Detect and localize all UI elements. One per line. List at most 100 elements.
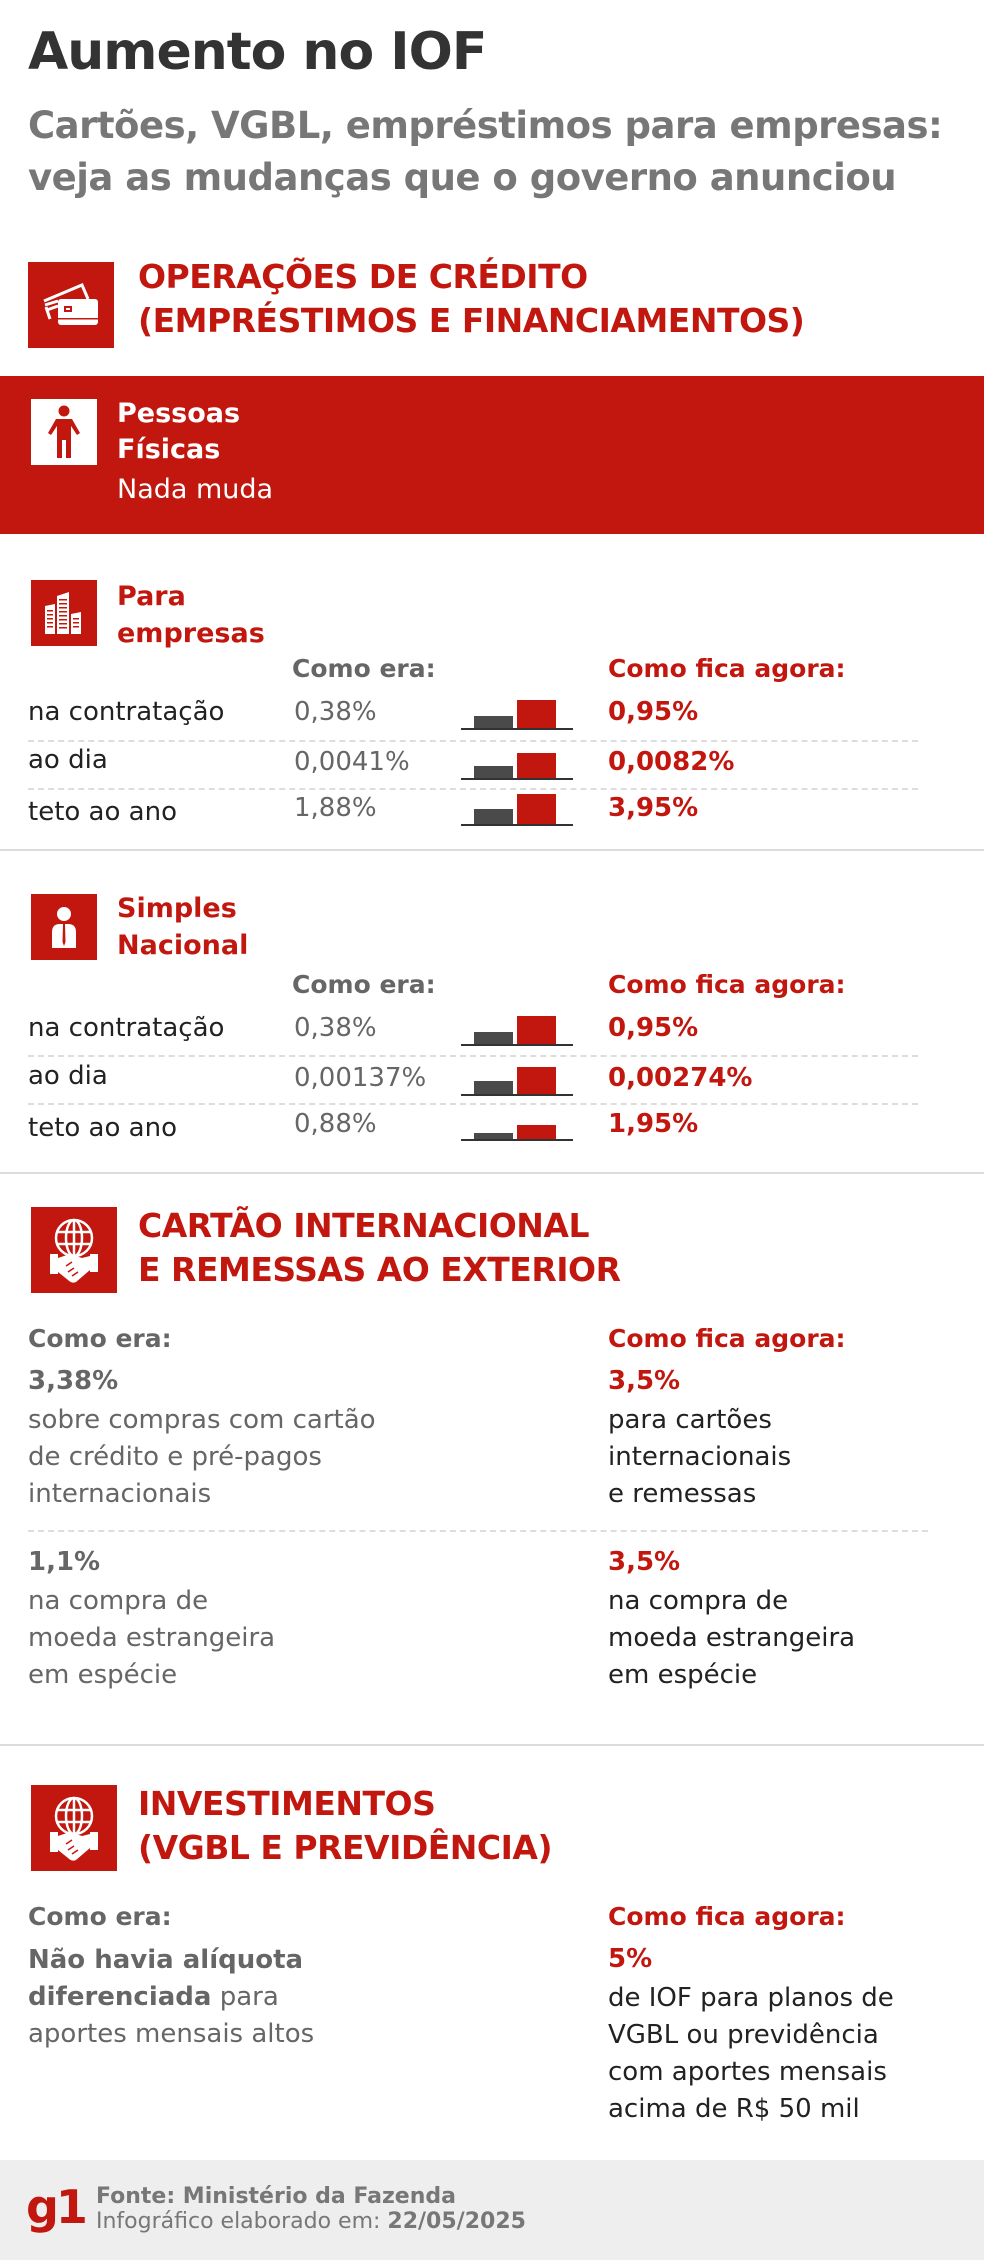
desc-line: em espécie <box>608 1660 758 1690</box>
bar-old <box>474 1133 513 1139</box>
g1-logo: g1 <box>26 2180 88 2234</box>
old-description: na compra de moeda estrangeira em espéci… <box>28 1583 548 1694</box>
empresas-col-new: Como fica agora: <box>608 654 846 683</box>
subtitle-line-2: veja as mudanças que o governo anunciou <box>28 156 897 199</box>
empresas-col-old: Como era: <box>292 654 436 683</box>
footer-made-label: Infográfico elaborado em: <box>96 2209 388 2234</box>
new-description: de IOF para planos de VGBL ou previdênci… <box>608 1980 978 2128</box>
new-value: 5% <box>608 1944 653 1974</box>
old-line-2: diferenciada para <box>28 1979 568 2016</box>
old-bold-text: diferenciada <box>28 1982 212 2012</box>
simples-title-line-2: Nacional <box>117 930 249 961</box>
table-row-new: 3,95% <box>608 793 699 823</box>
businessperson-icon <box>31 894 97 960</box>
table-row-old: 1,88% <box>294 793 377 823</box>
row-divider <box>28 740 918 742</box>
desc-line: moeda estrangeira <box>28 1623 276 1653</box>
old-description: sobre compras com cartão de crédito e pr… <box>28 1402 548 1513</box>
table-row-old: 0,38% <box>294 1013 377 1043</box>
page-subtitle: Cartões, VGBL, empréstimos para empresas… <box>28 100 978 204</box>
new-value: 3,5% <box>608 1547 681 1577</box>
card-item-1-old: 3,38% sobre compras com cartão de crédit… <box>28 1366 548 1513</box>
comparison-bars <box>461 1101 573 1141</box>
invest-col-old: Como era: <box>28 1902 172 1931</box>
simples-col-old: Como era: <box>292 970 436 999</box>
desc-line: moeda estrangeira <box>608 1623 856 1653</box>
bar-baseline <box>461 778 573 780</box>
globe-handshake-icon <box>31 1785 117 1871</box>
table-row-label: ao dia <box>28 1061 108 1091</box>
row-divider <box>28 1530 928 1532</box>
desc-line: VGBL ou previdência <box>608 2020 879 2050</box>
table-row-old: 0,88% <box>294 1109 377 1139</box>
table-row-new: 1,95% <box>608 1109 699 1139</box>
table-row-old: 0,38% <box>294 697 377 727</box>
bar-baseline <box>461 1044 573 1046</box>
desc-line: e remessas <box>608 1479 757 1509</box>
pessoas-fisicas-text: Pessoas Físicas Nada muda <box>117 396 273 508</box>
table-row-label: teto ao ano <box>28 797 177 827</box>
credit-title-line-2: (EMPRÉSTIMOS E FINANCIAMENTOS) <box>138 301 805 340</box>
card-col-old: Como era: <box>28 1324 172 1353</box>
new-description: na compra de moeda estrangeira em espéci… <box>608 1583 968 1694</box>
bar-new <box>517 1067 556 1094</box>
old-line-3: aportes mensais altos <box>28 2019 315 2049</box>
bar-old <box>474 1032 513 1044</box>
footer-source: Fonte: Ministério da Fazenda <box>96 2184 456 2209</box>
footer <box>0 2160 984 2260</box>
table-row-old: 0,00137% <box>294 1063 427 1093</box>
simples-col-new: Como fica agora: <box>608 970 846 999</box>
comparison-bars <box>461 1006 573 1046</box>
desc-line: sobre compras com cartão <box>28 1405 376 1435</box>
bar-old <box>474 1081 513 1094</box>
bar-baseline <box>461 728 573 730</box>
buildings-icon <box>31 580 97 646</box>
empresas-title-line-1: Para <box>117 581 186 612</box>
table-row-new: 0,95% <box>608 697 699 727</box>
empresas-title: Para empresas <box>117 578 265 652</box>
footer-made: Infográfico elaborado em: 22/05/2025 <box>96 2209 526 2234</box>
bar-baseline <box>461 1139 573 1141</box>
simples-title-line-1: Simples <box>117 893 237 924</box>
bar-new <box>517 753 556 778</box>
comparison-bars <box>461 740 573 780</box>
old-value: 3,38% <box>28 1366 119 1396</box>
desc-line: de IOF para planos de <box>608 1983 894 2013</box>
comparison-bars <box>461 786 573 826</box>
row-divider <box>28 1103 918 1105</box>
table-row-new: 0,95% <box>608 1013 699 1043</box>
new-value: 3,5% <box>608 1366 681 1396</box>
table-row-old: 0,0041% <box>294 747 410 777</box>
invest-title-line-1: INVESTIMENTOS <box>138 1784 436 1823</box>
credit-title-line-1: OPERAÇÕES DE CRÉDITO <box>138 257 588 296</box>
footer-date: 22/05/2025 <box>387 2209 526 2234</box>
bar-old <box>474 766 513 778</box>
empresas-title-line-2: empresas <box>117 618 265 649</box>
desc-line: na compra de <box>608 1586 789 1616</box>
table-row-label: ao dia <box>28 745 108 775</box>
row-divider <box>28 788 918 790</box>
card-title-line-1: CARTÃO INTERNACIONAL <box>138 1206 589 1245</box>
section-divider <box>0 1172 984 1174</box>
invest-col-new: Como fica agora: <box>608 1902 846 1931</box>
bar-baseline <box>461 824 573 826</box>
card-item-2-old: 1,1% na compra de moeda estrangeira em e… <box>28 1547 548 1694</box>
credit-section-title: OPERAÇÕES DE CRÉDITO (EMPRÉSTIMOS E FINA… <box>138 255 805 343</box>
bar-new <box>517 1125 556 1139</box>
table-row-label: na contratação <box>28 697 225 727</box>
card-col-new: Como fica agora: <box>608 1324 846 1353</box>
table-row-new: 0,00274% <box>608 1063 753 1093</box>
row-divider <box>28 1055 918 1057</box>
pf-status: Nada muda <box>117 474 274 505</box>
old-plain-text: para <box>211 1982 279 2012</box>
table-row-label: teto ao ano <box>28 1113 177 1143</box>
bar-new <box>517 700 556 728</box>
desc-line: de crédito e pré-pagos <box>28 1442 322 1472</box>
section-divider <box>0 1744 984 1746</box>
bar-old <box>474 809 513 824</box>
page-title: Aumento no IOF <box>28 22 487 82</box>
subtitle-line-1: Cartões, VGBL, empréstimos para empresas… <box>28 104 943 147</box>
comparison-bars <box>461 1056 573 1096</box>
desc-line: na compra de <box>28 1586 209 1616</box>
person-icon <box>31 399 97 465</box>
